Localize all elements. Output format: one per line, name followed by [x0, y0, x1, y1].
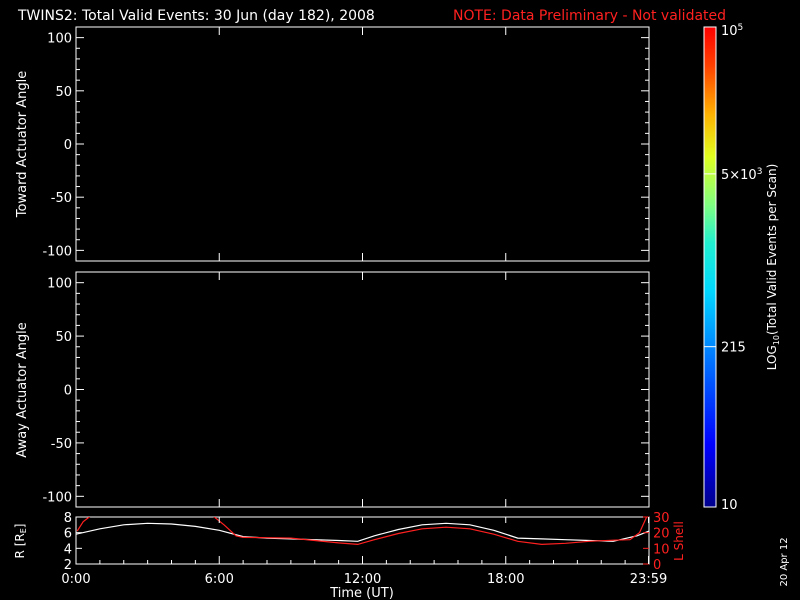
toward-y-label: Toward Actuator Angle [15, 71, 30, 218]
y-tick-label: 50 [55, 85, 72, 100]
r-tick-label: 2 [64, 558, 72, 573]
y-tick-label: 0 [64, 138, 72, 153]
toward-panel: -100 -50 0 50 100 Toward Actuator Angle [15, 26, 650, 262]
toward-panel-frame [75, 26, 650, 262]
r-tick-label: 4 [64, 542, 72, 557]
preliminary-note: NOTE: Data Preliminary - Not validated [453, 8, 726, 24]
colorbar-tick-label: 5×103 [721, 167, 762, 183]
r-axis-label: R [RE] [13, 524, 28, 559]
y-tick-label: 0 [64, 384, 72, 399]
away-panel: -100 -50 0 50 100 Away Actuator Angle [15, 271, 650, 508]
away-panel-frame [75, 271, 650, 508]
lshell-tick-label: 30 [653, 511, 670, 526]
x-tick-label: 23:59 [630, 572, 667, 587]
x-tick-label: 18:00 [487, 572, 524, 587]
colorbar-label: LOG10(Total Valid Events per Scan) [765, 164, 781, 371]
x-tick-label: 6:00 [205, 572, 234, 587]
date-stamp: 20 Apr 12 [779, 537, 790, 586]
y-tick-label: -100 [42, 244, 72, 259]
colorbar-scale [704, 27, 716, 507]
y-tick-label: -100 [42, 490, 72, 505]
colorbar-tick-label: 105 [721, 23, 743, 39]
x-axis-label: Time (UT) [329, 586, 394, 600]
orbit-lines [76, 517, 649, 546]
y-tick-label: -50 [51, 437, 72, 452]
y-tick-label: -50 [51, 191, 72, 206]
lshell-axis-label: L Shell [672, 521, 686, 561]
y-tick-label: 50 [55, 330, 72, 345]
r-series-line [76, 522, 649, 542]
colorbar-tick-label: 215 [721, 341, 746, 356]
lshell-tick-label: 0 [653, 558, 661, 573]
r-tick-label: 6 [64, 527, 72, 542]
lshell-tick-label: 20 [653, 527, 670, 542]
lshell-series-line [76, 517, 648, 546]
away-y-label: Away Actuator Angle [15, 322, 30, 457]
y-tick-label: 100 [47, 32, 72, 47]
x-tick-label: 0:00 [61, 572, 90, 587]
colorbar-tick-label: 10 [721, 498, 738, 513]
lshell-tick-label: 10 [653, 542, 670, 557]
x-tick-label: 12:00 [344, 572, 381, 587]
colorbar-ticks: 10 215 5×103 105 [704, 23, 762, 513]
chart-title: TWINS2: Total Valid Events: 30 Jun (day … [17, 8, 375, 24]
y-tick-label: 100 [47, 277, 72, 292]
colorbar: 10 215 5×103 105 LOG10(Total Valid Events p… [703, 23, 781, 513]
r-tick-label: 8 [64, 511, 72, 526]
away-y-axis: -100 -50 0 50 100 [42, 272, 650, 507]
toward-y-axis: -100 -50 0 50 100 [42, 27, 650, 261]
